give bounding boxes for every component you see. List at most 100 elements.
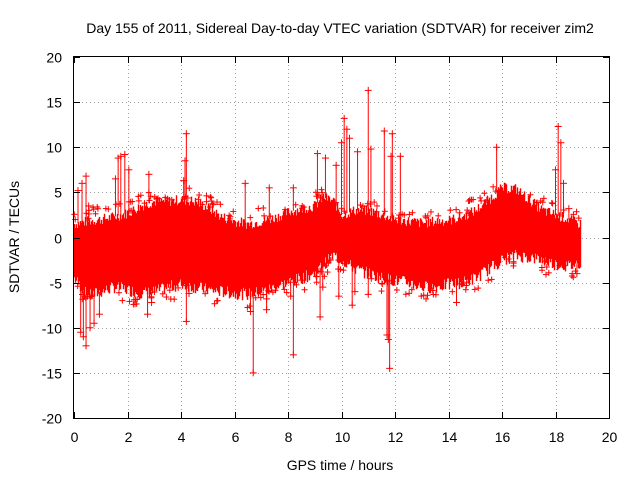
edge-point <box>196 191 203 198</box>
edge-point <box>210 201 217 208</box>
edge-point <box>408 286 415 293</box>
data-point <box>396 152 404 221</box>
data-point <box>380 127 388 216</box>
edge-point <box>321 273 328 280</box>
edge-point <box>207 193 214 200</box>
x-tick-label: 18 <box>549 429 565 445</box>
y-tick-label: 10 <box>46 140 62 156</box>
edge-point <box>432 291 439 298</box>
edge-point <box>71 211 78 218</box>
x-axis-title: GPS time / hours <box>287 457 394 473</box>
edge-point <box>260 204 267 211</box>
data-point <box>387 152 395 219</box>
edge-point <box>477 194 484 201</box>
edge-point <box>230 208 237 215</box>
edge-point <box>168 196 175 203</box>
edge-point <box>339 257 346 264</box>
edge-point <box>207 204 214 211</box>
x-tick-label: 4 <box>178 429 186 445</box>
data-point <box>453 283 461 306</box>
data-point <box>265 184 273 220</box>
edge-point <box>545 269 552 276</box>
edge-point <box>485 277 492 284</box>
data-point <box>493 143 501 193</box>
edge-point <box>427 208 434 215</box>
edge-point <box>115 289 122 296</box>
edge-point <box>483 197 490 204</box>
data-point <box>386 279 394 372</box>
edge-point <box>88 293 95 300</box>
edge-point <box>257 294 264 301</box>
edge-point <box>313 279 320 286</box>
data-point <box>354 148 362 211</box>
edge-point <box>227 213 234 220</box>
data-point <box>384 279 392 343</box>
edge-point <box>505 256 512 263</box>
y-tick-label: 0 <box>54 231 62 247</box>
y-tick-label: -20 <box>42 411 62 427</box>
edge-point <box>534 199 541 206</box>
data-point <box>554 122 562 216</box>
edge-point <box>272 287 279 294</box>
edge-point <box>319 189 326 196</box>
data-point <box>388 130 396 219</box>
data-point <box>144 292 152 318</box>
edge-point <box>406 290 413 297</box>
data-point <box>241 179 249 224</box>
edge-point <box>393 287 400 294</box>
edge-point <box>527 191 534 198</box>
edge-point <box>462 286 469 293</box>
edge-point <box>466 198 473 205</box>
edge-point <box>203 198 210 205</box>
edge-point <box>381 208 388 215</box>
edge-point <box>247 214 254 221</box>
outlier-layer <box>74 86 581 377</box>
edge-point <box>572 268 579 275</box>
data-point <box>90 293 98 327</box>
data-point <box>111 175 119 217</box>
edge-point <box>318 268 325 275</box>
edge-point <box>409 209 416 216</box>
edge-point <box>453 206 460 213</box>
edge-point <box>373 202 380 209</box>
edge-point <box>510 262 517 269</box>
edge-point <box>226 212 233 219</box>
edge-point <box>488 276 495 283</box>
edge-point <box>406 211 413 218</box>
edge-point <box>146 197 153 204</box>
edge-point <box>217 201 224 208</box>
edge-point <box>470 196 477 203</box>
edge-point <box>542 258 549 265</box>
edge-point <box>548 199 555 206</box>
edge-point <box>378 280 385 287</box>
data-point <box>364 86 372 211</box>
edge-point <box>105 206 112 213</box>
edge-point <box>255 205 262 212</box>
data-point <box>335 258 343 300</box>
tick-layer: 0 2 4 6 8 10 12 14 16 18 20 20 15 10 5 0 -5 -10 -15 -20 <box>42 50 618 446</box>
edge-point <box>322 262 329 269</box>
edge-point <box>135 193 142 200</box>
data-point <box>182 130 190 201</box>
edge-point <box>573 208 580 215</box>
edge-point <box>318 194 325 201</box>
data-point <box>85 202 93 222</box>
data-point <box>321 154 329 199</box>
edge-point <box>549 200 556 207</box>
edge-point <box>540 195 547 202</box>
x-tick-label: 0 <box>71 429 79 445</box>
edge-point <box>175 284 182 291</box>
edge-point <box>340 267 347 274</box>
data-point <box>343 125 351 214</box>
data-point <box>557 139 565 217</box>
edge-point <box>171 296 178 303</box>
y-axis-title: SDTVAR / TECUs <box>6 181 22 293</box>
edge-point <box>186 185 193 192</box>
edge-point <box>184 194 191 201</box>
y-tick-label: -15 <box>42 366 62 382</box>
edge-point <box>359 203 366 210</box>
edge-point <box>203 192 210 199</box>
data-point <box>332 161 340 206</box>
edge-point <box>368 275 375 282</box>
edge-point <box>396 212 403 219</box>
